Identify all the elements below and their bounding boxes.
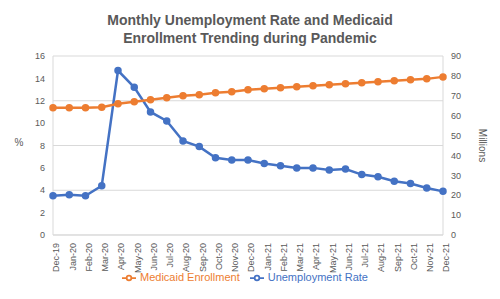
svg-text:Jan-21: Jan-21 [263, 243, 273, 271]
svg-text:Aug-20: Aug-20 [181, 243, 191, 272]
svg-text:10: 10 [451, 210, 461, 220]
svg-text:Nov-21: Nov-21 [425, 243, 435, 272]
svg-text:Millions: Millions [477, 129, 488, 162]
svg-text:Apr-21: Apr-21 [311, 243, 321, 270]
svg-text:Jun-20: Jun-20 [149, 243, 159, 271]
svg-text:80: 80 [451, 71, 461, 81]
svg-text:Jul-20: Jul-20 [165, 243, 175, 268]
svg-text:12: 12 [35, 96, 45, 106]
svg-text:0: 0 [451, 230, 456, 240]
svg-text:0: 0 [40, 230, 45, 240]
svg-text:Jan-20: Jan-20 [68, 243, 78, 271]
svg-text:Mar-21: Mar-21 [295, 243, 305, 272]
svg-text:Oct-21: Oct-21 [409, 243, 419, 270]
svg-text:Aug-21: Aug-21 [376, 243, 386, 272]
svg-text:90: 90 [451, 51, 461, 61]
svg-text:4: 4 [40, 185, 45, 195]
svg-text:16: 16 [35, 51, 45, 61]
svg-text:Dec-20: Dec-20 [246, 243, 256, 272]
svg-text:May-20: May-20 [133, 243, 143, 273]
svg-text:14: 14 [35, 74, 45, 84]
svg-text:2: 2 [40, 208, 45, 218]
svg-text:20: 20 [451, 190, 461, 200]
svg-text:May-21: May-21 [328, 243, 338, 273]
svg-text:Dec-21: Dec-21 [441, 243, 451, 272]
svg-text:50: 50 [451, 131, 461, 141]
svg-text:60: 60 [451, 111, 461, 121]
svg-text:Feb-21: Feb-21 [279, 243, 289, 272]
svg-text:%: % [15, 137, 24, 148]
svg-text:Apr-20: Apr-20 [116, 243, 126, 270]
svg-text:Nov-20: Nov-20 [230, 243, 240, 272]
svg-text:6: 6 [40, 163, 45, 173]
svg-text:Dec-19: Dec-19 [51, 243, 61, 272]
svg-text:Mar-20: Mar-20 [100, 243, 110, 272]
svg-text:Sep-20: Sep-20 [198, 243, 208, 272]
svg-text:Jun-21: Jun-21 [344, 243, 354, 271]
html-text:Monthly Unemployment Rate and: Monthly Unemployment Rate and Medicaid E… [107, 12, 393, 46]
svg-text:30: 30 [451, 171, 461, 181]
svg-text:Feb-20: Feb-20 [84, 243, 94, 272]
svg-text:Sep-21: Sep-21 [393, 243, 403, 272]
svg-text:10: 10 [35, 118, 45, 128]
svg-text:40: 40 [451, 151, 461, 161]
html-text:Medicaid Enrollment: Medicaid Enrollment [140, 271, 240, 283]
svg-text:70: 70 [451, 91, 461, 101]
svg-text:8: 8 [40, 141, 45, 151]
html-text:Unemployment Rate: Unemployment Rate [267, 271, 368, 283]
svg-text:Oct-20: Oct-20 [214, 243, 224, 270]
svg-text:Jul-21: Jul-21 [360, 243, 370, 268]
